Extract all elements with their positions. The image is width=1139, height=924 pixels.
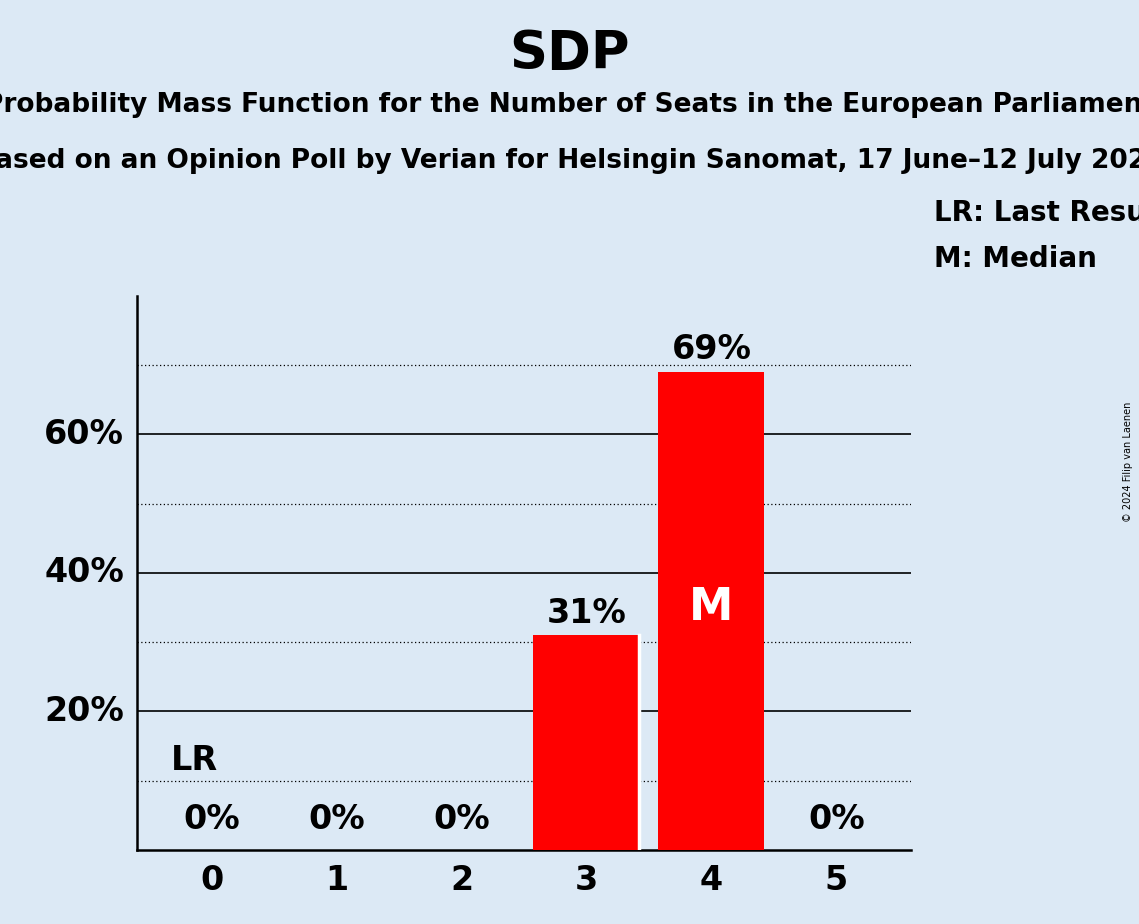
Text: M: Median: M: Median: [934, 245, 1097, 273]
Text: 60%: 60%: [44, 418, 124, 451]
Bar: [658, 372, 764, 850]
Text: 69%: 69%: [671, 334, 752, 367]
Text: Probability Mass Function for the Number of Seats in the European Parliament: Probability Mass Function for the Number…: [0, 92, 1139, 118]
Text: LR: Last Result: LR: Last Result: [934, 199, 1139, 226]
Bar: [533, 636, 639, 850]
Text: 0%: 0%: [309, 803, 364, 836]
Text: 0%: 0%: [183, 803, 240, 836]
Text: © 2024 Filip van Laenen: © 2024 Filip van Laenen: [1123, 402, 1133, 522]
Text: 31%: 31%: [547, 597, 626, 630]
Text: M: M: [689, 586, 734, 629]
Text: LR: LR: [171, 745, 219, 777]
Text: 20%: 20%: [44, 695, 124, 728]
Text: SDP: SDP: [509, 28, 630, 79]
Text: 0%: 0%: [433, 803, 490, 836]
Text: Based on an Opinion Poll by Verian for Helsingin Sanomat, 17 June–12 July 2024: Based on an Opinion Poll by Verian for H…: [0, 148, 1139, 174]
Text: 0%: 0%: [808, 803, 865, 836]
Text: 40%: 40%: [44, 556, 124, 590]
